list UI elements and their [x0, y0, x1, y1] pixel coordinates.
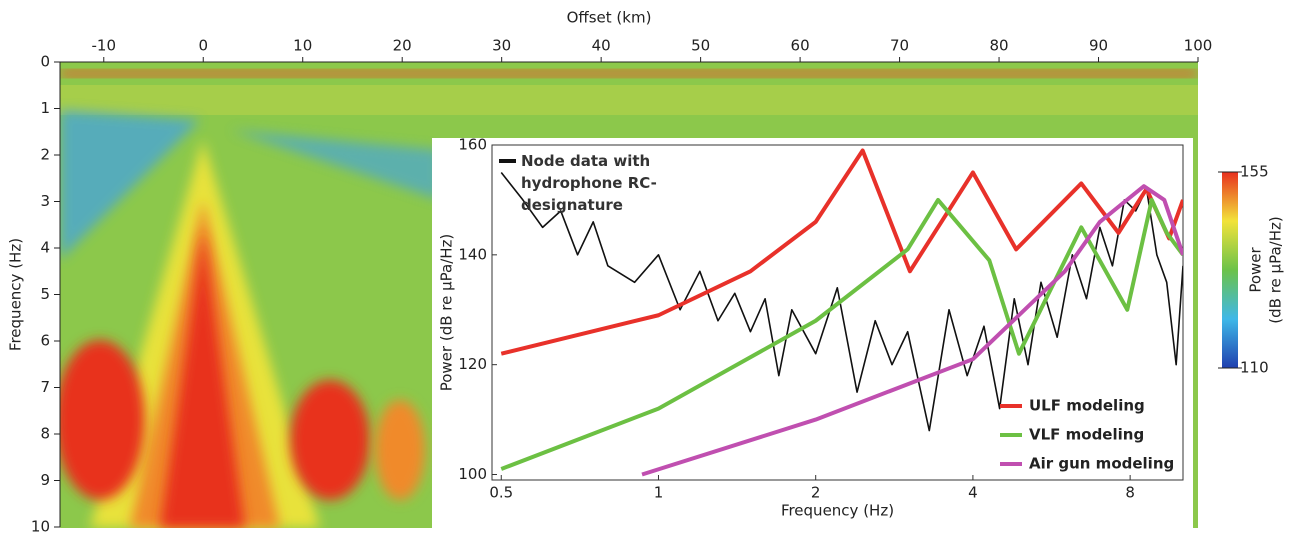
x-tick-label: 30 [492, 37, 511, 55]
x-tick-label: -10 [92, 37, 117, 55]
legend-label: Air gun modeling [1029, 455, 1174, 473]
x-tick-label: 2 [811, 484, 821, 502]
x-tick-label: 1 [654, 484, 664, 502]
x-tick-label: 10 [293, 37, 312, 55]
inset-frame [491, 144, 1184, 481]
x-tick-label: 20 [393, 37, 412, 55]
colorbar-tick-label: 110 [1240, 359, 1269, 377]
y-tick-label: 1 [40, 99, 50, 117]
colorbar-label: Power [1247, 246, 1265, 292]
y-tick-label: 100 [458, 465, 487, 483]
x-tick-label: 50 [691, 37, 710, 55]
colorbar-tick-label: 155 [1240, 163, 1269, 181]
series-line [500, 197, 1183, 471]
colorbar [1222, 172, 1238, 368]
x-tick-label: 70 [890, 37, 909, 55]
x-tick-label: 8 [1125, 484, 1135, 502]
series-line [500, 171, 1183, 432]
inset-background [432, 138, 1193, 528]
y-tick-label: 160 [458, 136, 487, 154]
legend-label: Node data with hydrophone RC-designature [521, 152, 657, 214]
y-tick-label: 4 [40, 239, 50, 257]
y-tick-label: 10 [31, 518, 50, 534]
colorbar-label: (dB re µPa/Hz) [1267, 216, 1285, 323]
x-axis-label: Offset (km) [567, 9, 652, 27]
x-axis-label: Frequency (Hz) [781, 502, 894, 520]
x-tick-label: 0 [198, 37, 208, 55]
y-tick-label: 7 [40, 378, 50, 396]
y-axis-label: Power (dB re µPa/Hz) [438, 234, 456, 392]
series-line [641, 184, 1183, 477]
y-tick-label: 140 [458, 245, 487, 263]
plot-area [500, 148, 1183, 477]
y-axis-label: Frequency (Hz) [7, 238, 25, 351]
x-tick-label: 40 [592, 37, 611, 55]
x-tick-label: 4 [968, 484, 978, 502]
y-tick-label: 0 [40, 53, 50, 71]
y-tick-label: 120 [458, 355, 487, 373]
x-tick-label: 100 [1184, 37, 1213, 55]
y-tick-label: 5 [40, 285, 50, 303]
legend-label: ULF modeling [1029, 397, 1145, 415]
legend-label: VLF modeling [1029, 426, 1144, 444]
y-tick-label: 8 [40, 425, 50, 443]
y-tick-label: 2 [40, 146, 50, 164]
y-tick-label: 3 [40, 192, 50, 210]
x-tick-label: 60 [791, 37, 810, 55]
x-tick-label: 0.5 [489, 484, 513, 502]
y-tick-label: 9 [40, 471, 50, 489]
y-tick-label: 6 [40, 332, 50, 350]
x-tick-label: 90 [1089, 37, 1108, 55]
x-tick-label: 80 [990, 37, 1009, 55]
